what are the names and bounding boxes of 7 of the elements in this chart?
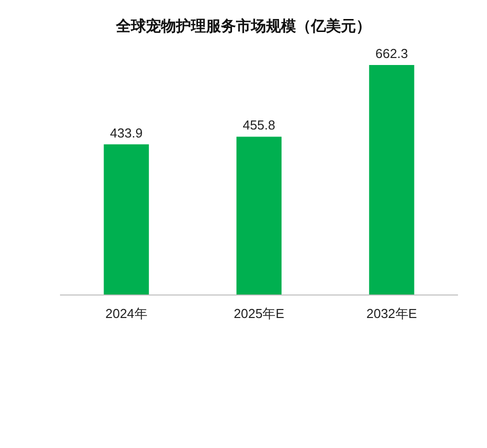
data-label: 455.8 xyxy=(242,118,276,133)
x-tick-label: 2032年E xyxy=(366,306,418,321)
data-label: 433.9 xyxy=(110,125,143,140)
chart-title: 全球宠物护理服务市场规模（亿美元） xyxy=(115,17,371,35)
data-label: 662.3 xyxy=(375,46,408,61)
x-tick-label: 2025年E xyxy=(234,306,285,321)
x-tick-label: 2024年 xyxy=(105,306,148,321)
